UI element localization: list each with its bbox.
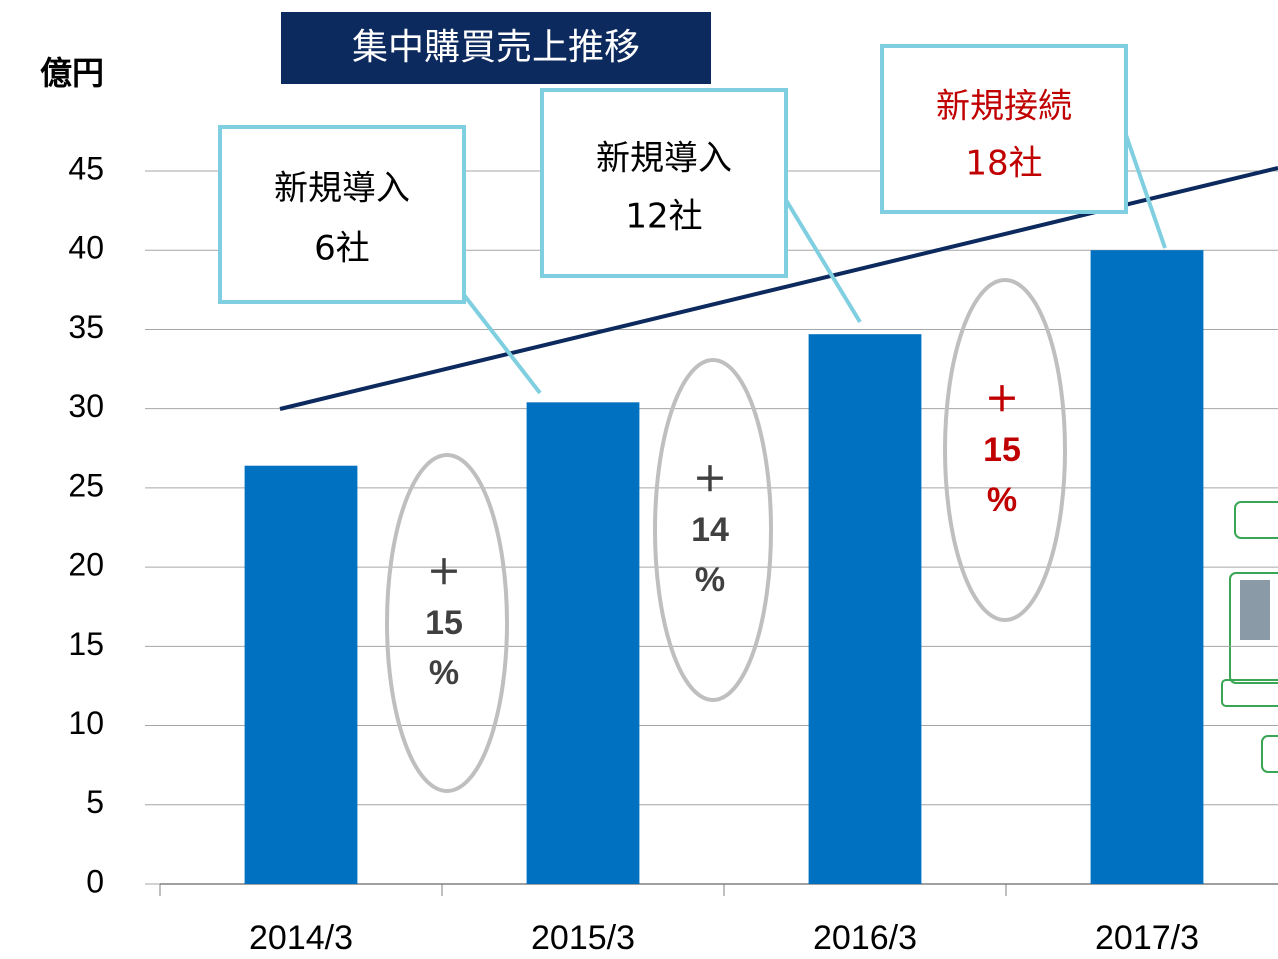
y-tick-label: 20 bbox=[68, 547, 104, 583]
y-tick-label: 40 bbox=[68, 230, 104, 266]
x-tick-label: 2014/3 bbox=[249, 919, 353, 957]
x-tick-label: 2015/3 bbox=[531, 919, 635, 957]
growth-label: 14 bbox=[691, 511, 729, 549]
growth-label: % bbox=[695, 561, 725, 599]
title-box bbox=[281, 12, 711, 84]
growth-label: ＋ bbox=[985, 381, 1019, 419]
bar bbox=[808, 334, 922, 885]
growth-label: % bbox=[429, 654, 459, 692]
growth-ellipse bbox=[653, 358, 773, 702]
growth-ellipse bbox=[385, 453, 509, 793]
x-tick-label: 2017/3 bbox=[1095, 919, 1199, 957]
growth-label: % bbox=[987, 481, 1017, 519]
callout-leader bbox=[462, 293, 542, 395]
y-tick-label: 0 bbox=[86, 863, 104, 899]
callout-leader bbox=[784, 198, 862, 324]
growth-label: ＋ bbox=[427, 554, 461, 592]
callout-leader bbox=[1124, 134, 1167, 249]
x-tick-label: 2016/3 bbox=[813, 919, 917, 957]
callout-text: 12社 bbox=[625, 197, 702, 237]
growth-label: 15 bbox=[983, 431, 1021, 469]
chart-title: 集中購買売上推移 bbox=[352, 27, 640, 68]
growth-ellipse bbox=[943, 278, 1067, 622]
y-tick-label: 15 bbox=[68, 626, 104, 662]
callout-text: 18社 bbox=[965, 144, 1042, 184]
callout-text: 新規導入 bbox=[596, 139, 732, 179]
side-image bbox=[1221, 501, 1278, 773]
y-tick-label: 35 bbox=[68, 309, 104, 345]
callout-text: 6社 bbox=[314, 229, 370, 269]
callout-box bbox=[540, 88, 788, 278]
growth-label: 15 bbox=[425, 604, 463, 642]
callout-box bbox=[880, 44, 1128, 214]
y-tick-label: 10 bbox=[68, 705, 104, 741]
bar bbox=[244, 465, 358, 884]
callout-text: 新規接続 bbox=[936, 87, 1072, 127]
y-axis-label: 億円 bbox=[40, 54, 104, 92]
y-tick-label: 25 bbox=[68, 467, 104, 503]
bar bbox=[1090, 250, 1204, 884]
y-tick-label: 30 bbox=[68, 388, 104, 424]
callout-box bbox=[218, 125, 466, 304]
y-tick-label: 45 bbox=[68, 150, 104, 186]
growth-label: ＋ bbox=[693, 461, 727, 499]
bar bbox=[526, 402, 640, 884]
y-tick-label: 5 bbox=[86, 784, 104, 820]
callout-text: 新規導入 bbox=[274, 169, 410, 209]
